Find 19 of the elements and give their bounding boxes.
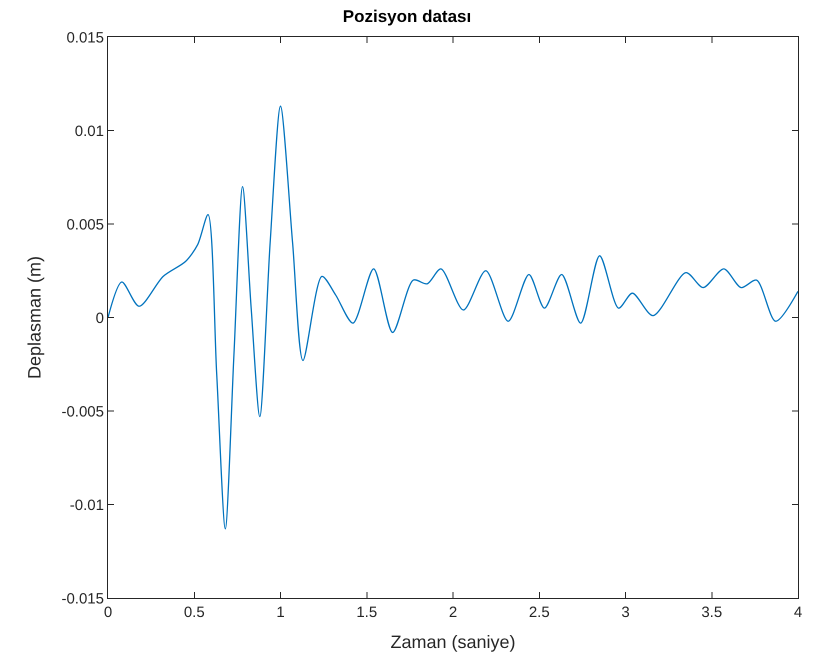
x-tick-label: 4	[794, 604, 802, 621]
y-tick-label: 0.01	[74, 122, 104, 140]
x-axis-title: Zaman (saniye)	[390, 632, 516, 652]
y-tick-label: 0.005	[66, 216, 104, 234]
x-tick-label: 2.5	[528, 604, 550, 621]
y-tick-label: -0.015	[61, 590, 104, 608]
y-tick-label: -0.005	[61, 403, 104, 420]
y-tick-label: 0.015	[66, 29, 104, 46]
x-tick-label: 3.5	[701, 604, 722, 621]
y-tick-label: 0	[96, 310, 104, 327]
y-tick-label: -0.01	[70, 496, 104, 514]
x-tick-label: 1	[276, 604, 285, 621]
chart-title: Pozisyon datası	[342, 6, 472, 26]
x-tick-label: 2	[448, 604, 458, 621]
x-tick-label: 3	[621, 604, 630, 621]
x-tick-label: 1.5	[356, 604, 378, 621]
line-series	[108, 106, 798, 530]
y-axis-title: Deplasman (m)	[24, 256, 45, 380]
x-tick-label: 0.5	[184, 604, 205, 621]
